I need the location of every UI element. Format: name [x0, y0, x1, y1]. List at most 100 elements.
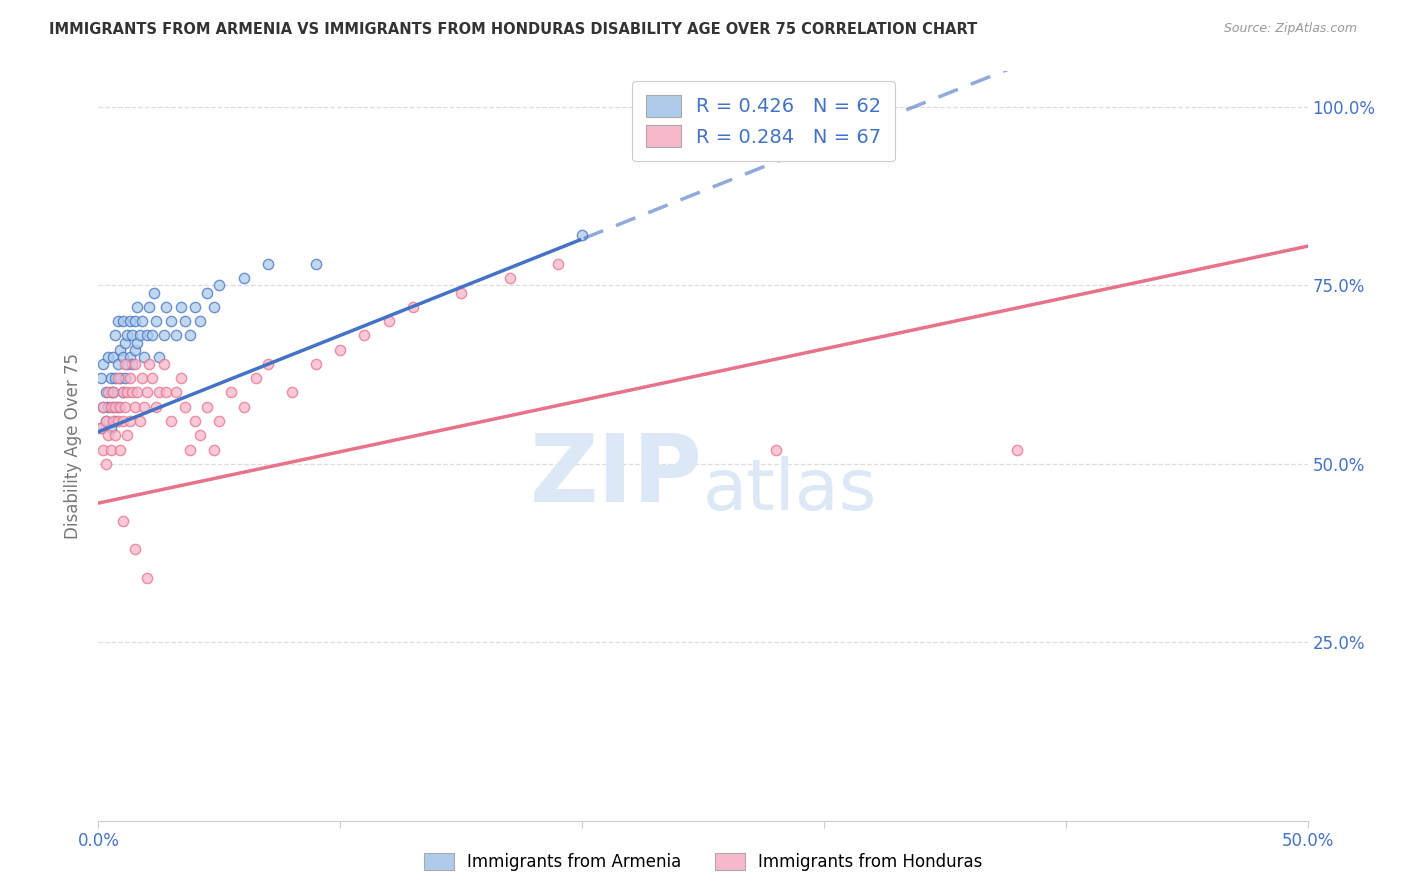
Point [141, 371, 163, 385]
Point [204, 300, 226, 314]
Point [135, 328, 157, 343]
Point [256, 257, 278, 271]
Text: IMMIGRANTS FROM ARMENIA VS IMMIGRANTS FROM HONDURAS DISABILITY AGE OVER 75 CORRE: IMMIGRANTS FROM ARMENIA VS IMMIGRANTS FR… [49, 22, 977, 37]
Point [188, 428, 211, 442]
Point [165, 385, 187, 400]
Point [305, 257, 328, 271]
Point [221, 385, 243, 400]
Point [121, 357, 143, 371]
Point [101, 414, 124, 428]
Point [134, 400, 156, 414]
Point [101, 385, 124, 400]
Point [127, 385, 149, 400]
Point [547, 257, 569, 271]
Point [97, 428, 120, 442]
Point [138, 300, 160, 314]
Legend: R = 0.426   N = 62, R = 0.284   N = 67: R = 0.426 N = 62, R = 0.284 N = 67 [633, 81, 894, 161]
Point [100, 371, 122, 385]
Point [100, 421, 122, 435]
Point [90, 371, 112, 385]
Point [131, 314, 153, 328]
Point [281, 385, 304, 400]
Point [169, 300, 191, 314]
Point [245, 371, 267, 385]
Point [117, 328, 139, 343]
Point [135, 571, 157, 585]
Point [124, 314, 146, 328]
Text: Source: ZipAtlas.com: Source: ZipAtlas.com [1223, 22, 1357, 36]
Point [101, 385, 124, 400]
Point [91, 442, 114, 457]
Point [107, 357, 129, 371]
Point [152, 328, 174, 343]
Point [124, 400, 146, 414]
Point [94, 457, 117, 471]
Point [118, 414, 141, 428]
Point [179, 442, 201, 457]
Point [131, 371, 153, 385]
Point [138, 357, 160, 371]
Point [111, 385, 134, 400]
Point [104, 428, 127, 442]
Point [100, 385, 122, 400]
Point [94, 385, 117, 400]
Point [174, 400, 197, 414]
Point [100, 400, 122, 414]
Point [232, 400, 254, 414]
Point [104, 400, 127, 414]
Point [117, 428, 139, 442]
Point [107, 400, 129, 414]
Point [90, 421, 112, 435]
Point [145, 400, 167, 414]
Point [128, 414, 150, 428]
Point [152, 357, 174, 371]
Point [118, 350, 141, 364]
Point [169, 371, 191, 385]
Point [111, 350, 134, 364]
Point [127, 300, 149, 314]
Y-axis label: Disability Age Over 75: Disability Age Over 75 [65, 353, 83, 539]
Point [127, 335, 149, 350]
Point [571, 228, 593, 243]
Point [188, 314, 211, 328]
Point [143, 285, 166, 300]
Point [353, 328, 375, 343]
Point [101, 400, 124, 414]
Point [107, 371, 129, 385]
Point [108, 400, 131, 414]
Point [124, 343, 146, 357]
Point [377, 314, 399, 328]
Point [134, 350, 156, 364]
Point [160, 414, 183, 428]
Point [114, 357, 136, 371]
Point [107, 414, 129, 428]
Point [118, 314, 141, 328]
Point [114, 400, 136, 414]
Point [184, 414, 207, 428]
Point [179, 328, 201, 343]
Point [104, 371, 127, 385]
Point [94, 414, 117, 428]
Point [124, 357, 146, 371]
Point [208, 278, 231, 293]
Point [160, 314, 183, 328]
Point [155, 385, 177, 400]
Point [135, 385, 157, 400]
Point [204, 442, 226, 457]
Point [498, 271, 520, 285]
Point [165, 328, 187, 343]
Point [97, 350, 120, 364]
Point [121, 328, 143, 343]
Point [97, 385, 120, 400]
Point [145, 314, 167, 328]
Point [124, 542, 146, 557]
Point [108, 371, 131, 385]
Point [155, 300, 177, 314]
Point [329, 343, 352, 357]
Point [765, 442, 787, 457]
Point [174, 314, 197, 328]
Point [104, 328, 127, 343]
Point [94, 414, 117, 428]
Point [97, 400, 120, 414]
Point [141, 328, 163, 343]
